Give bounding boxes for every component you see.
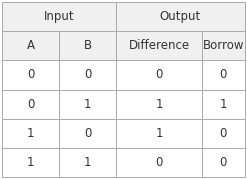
Bar [59,148,116,177]
Text: 0: 0 [156,68,163,81]
Text: Difference: Difference [129,39,190,52]
Bar [202,60,245,90]
Text: 0: 0 [84,68,91,81]
Bar [116,60,202,90]
Bar [2,2,116,31]
Bar [116,90,202,119]
Bar [116,148,202,177]
Text: Output: Output [160,10,201,23]
Text: B: B [84,39,92,52]
Bar [59,31,116,60]
Text: 0: 0 [220,127,227,140]
Text: 1: 1 [84,98,92,111]
Bar [2,60,59,90]
Bar [2,31,59,60]
Bar [59,90,116,119]
Bar [116,31,202,60]
Text: 1: 1 [27,127,35,140]
Text: 0: 0 [220,68,227,81]
Bar [202,148,245,177]
Bar [2,148,59,177]
Bar [59,60,116,90]
Text: Input: Input [44,10,75,23]
Bar [59,119,116,148]
Bar [202,31,245,60]
Bar [116,119,202,148]
Text: 0: 0 [220,156,227,169]
Text: 1: 1 [155,127,163,140]
Text: 0: 0 [27,68,35,81]
Bar [2,90,59,119]
Text: A: A [27,39,35,52]
Text: 1: 1 [155,98,163,111]
Text: 0: 0 [84,127,91,140]
Bar [2,119,59,148]
Text: 0: 0 [156,156,163,169]
Text: 0: 0 [27,98,35,111]
Text: Borrow: Borrow [203,39,244,52]
Bar [202,90,245,119]
Text: 1: 1 [27,156,35,169]
Text: 1: 1 [84,156,92,169]
Bar [202,119,245,148]
Bar [116,2,245,31]
Text: 1: 1 [220,98,227,111]
